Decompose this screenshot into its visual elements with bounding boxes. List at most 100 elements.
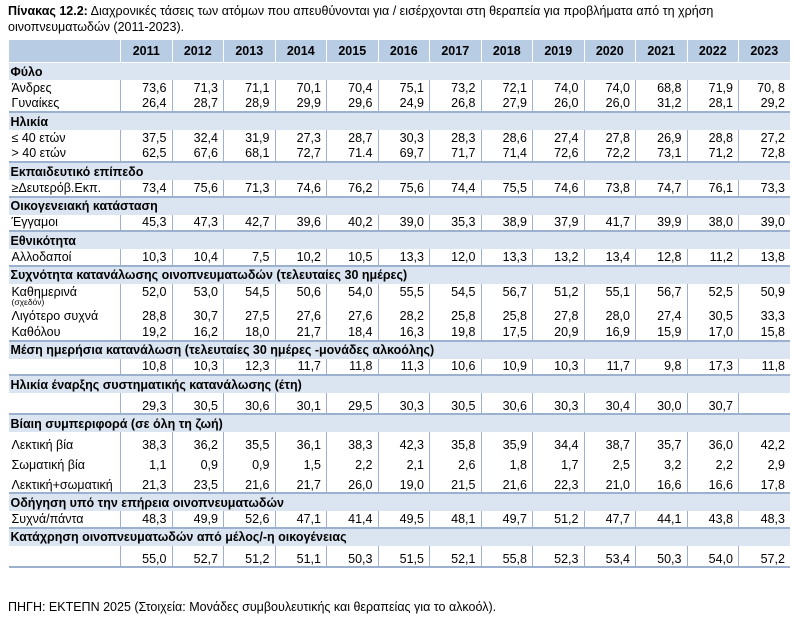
section-header-row: Βίαιη συμπεριφορά (σε όλη τη ζωή) — [8, 414, 790, 432]
section-title: Μέση ημερήσια κατανάλωση (τελευταίες 30 … — [8, 340, 790, 359]
value-cell: 13,8 — [738, 249, 790, 267]
value-cell: 28,7 — [326, 130, 378, 146]
value-cell: 49,7 — [480, 511, 533, 529]
value-cell: 1,7 — [532, 452, 584, 472]
value-cell: 35,3 — [429, 214, 481, 232]
value-cell: 56,7 — [635, 283, 687, 309]
value-cell: 62,5 — [120, 145, 172, 163]
row-label-cell: Λεκτική βία — [9, 432, 121, 452]
value-cell: 52,0 — [120, 283, 172, 309]
value-cell: 2,1 — [377, 452, 430, 472]
value-cell: 12,8 — [635, 249, 687, 267]
row-label-cell: Γυναίκες — [8, 95, 121, 113]
value-cell: 29,3 — [120, 393, 172, 415]
section-title: Συχνότητα κατανάλωσης οινοπνευματωδών (τ… — [8, 265, 790, 284]
value-cell: 28,2 — [377, 308, 430, 324]
value-cell: 76,2 — [326, 180, 378, 198]
year-header: 2020 — [583, 39, 636, 63]
value-cell: 47,7 — [583, 511, 636, 529]
value-cell: 48,3 — [120, 511, 172, 529]
year-header: 2013 — [223, 39, 276, 63]
value-cell: 15,8 — [738, 324, 790, 342]
table-row: Άνδρες 73,6 71,3 71,1 70,1 70,4 75,1 73,2 72,1 74… — [9, 80, 790, 96]
value-cell: 74,0 — [583, 80, 636, 96]
table-row: Καθόλου 19,2 16,2 18,0 21,7 18,4 16,3 19,8 17,5 2… — [8, 324, 790, 342]
value-cell: 55,8 — [480, 545, 533, 568]
value-cell: 21,6 — [480, 472, 533, 494]
value-cell: 38,3 — [120, 432, 172, 452]
row-label: ≤ 40 ετών — [11, 130, 66, 145]
value-cell: 74,7 — [635, 180, 687, 198]
value-cell: 2,5 — [583, 452, 636, 472]
value-cell: 54,5 — [223, 283, 275, 309]
section-title: Ηλικία — [8, 112, 790, 130]
section-header-row: Ηλικία έναρξης συστηματικής κατανάλωσης … — [8, 375, 790, 393]
value-cell: 26,4 — [120, 95, 172, 113]
value-cell: 73,3 — [738, 180, 790, 198]
value-cell: 52,5 — [686, 283, 739, 309]
value-cell: 11,7 — [274, 358, 327, 376]
section-header-row: Εκπαιδευτικό επίπεδο — [8, 162, 790, 180]
row-label: Αλλοδαποί — [11, 249, 72, 264]
value-cell: 55,5 — [377, 283, 430, 309]
value-cell: 50,3 — [326, 545, 378, 568]
year-header: 2012 — [171, 39, 224, 63]
value-cell — [738, 393, 790, 415]
value-cell: 16,6 — [635, 472, 687, 494]
section-header-row: Οδήγηση υπό την επήρεια οινοπνευματωδών — [8, 493, 790, 511]
value-cell: 16,9 — [583, 324, 636, 342]
value-cell: 34,4 — [532, 432, 584, 452]
row-label: > 40 ετών — [11, 146, 67, 161]
row-label: Καθημερινά — [11, 284, 77, 299]
value-cell: 36,1 — [274, 432, 327, 452]
value-cell: 7,5 — [223, 249, 275, 267]
value-cell: 30,7 — [171, 308, 224, 324]
table-row: > 40 ετών 62,5 67,6 68,1 72,7 71.4 69,7 71,7 71,… — [8, 145, 790, 163]
value-cell: 43,8 — [686, 511, 739, 529]
value-cell: 11,8 — [738, 358, 790, 376]
section-header-row: Μέση ημερήσια κατανάλωση (τελευταίες 30 … — [8, 340, 790, 359]
value-cell: 28,8 — [686, 130, 739, 146]
value-cell: 27,4 — [635, 308, 687, 324]
value-cell: 73,8 — [583, 180, 636, 198]
value-cell: 16,6 — [686, 472, 739, 494]
row-label-cell: Λεκτική+σωματική — [8, 472, 121, 494]
value-cell: 35,9 — [480, 432, 533, 452]
value-cell: 71,3 — [171, 80, 224, 96]
section-header-row: Κατάχρηση οινοπνευματωδών από μέλος/-η ο… — [8, 527, 790, 546]
table-row: Λεκτική βία 38,3 36,2 35,5 36,1 38,3 42,3 35,8 3… — [9, 432, 790, 452]
value-cell: 21,7 — [274, 472, 327, 494]
value-cell: 16,2 — [171, 324, 224, 342]
value-cell: 33,3 — [738, 308, 790, 324]
value-cell: 17,5 — [480, 324, 533, 342]
value-cell: 52,3 — [532, 545, 584, 568]
row-label-cell: Καθημερινά (σχεδόν) — [9, 284, 121, 309]
value-cell: 10,6 — [429, 358, 481, 376]
value-cell: 30,6 — [480, 393, 533, 415]
value-cell: 11,2 — [686, 249, 739, 267]
value-cell: 70, 8 — [738, 80, 790, 96]
value-cell: 72,7 — [274, 145, 327, 163]
value-cell: 30,0 — [635, 393, 687, 415]
value-cell: 28,7 — [171, 95, 224, 113]
value-cell: 54,0 — [326, 283, 378, 309]
value-cell: 36,2 — [171, 432, 224, 452]
value-cell: 72,8 — [738, 145, 790, 163]
section-header-row: Ηλικία — [8, 112, 790, 130]
table-row: Γυναίκες 26,4 28,7 28,9 29,9 29,6 24,9 26,8 27,9… — [8, 95, 790, 113]
value-cell: 19,0 — [377, 472, 430, 494]
section-header-row: Εθνικότητα — [8, 231, 790, 249]
value-cell: 21,6 — [223, 472, 275, 494]
table-row: 29,3 30,5 30,6 30,1 29,5 30,3 30,5 30,6 30,3 30,4… — [8, 393, 790, 415]
value-cell: 55,1 — [583, 283, 636, 309]
value-cell: 26,0 — [583, 95, 636, 113]
value-cell: 2,2 — [686, 452, 739, 472]
value-cell: 51,2 — [532, 511, 584, 529]
value-cell: 45,3 — [120, 214, 172, 232]
value-cell: 15,9 — [635, 324, 687, 342]
value-cell: 13,2 — [532, 249, 584, 267]
value-cell: 30,1 — [274, 393, 327, 415]
value-cell: 17,0 — [686, 324, 739, 342]
value-cell: 21,7 — [274, 324, 327, 342]
table-row: ≤ 40 ετών 37,5 32,4 31,9 27,3 28,7 30,3 28,3 28,… — [9, 130, 790, 146]
